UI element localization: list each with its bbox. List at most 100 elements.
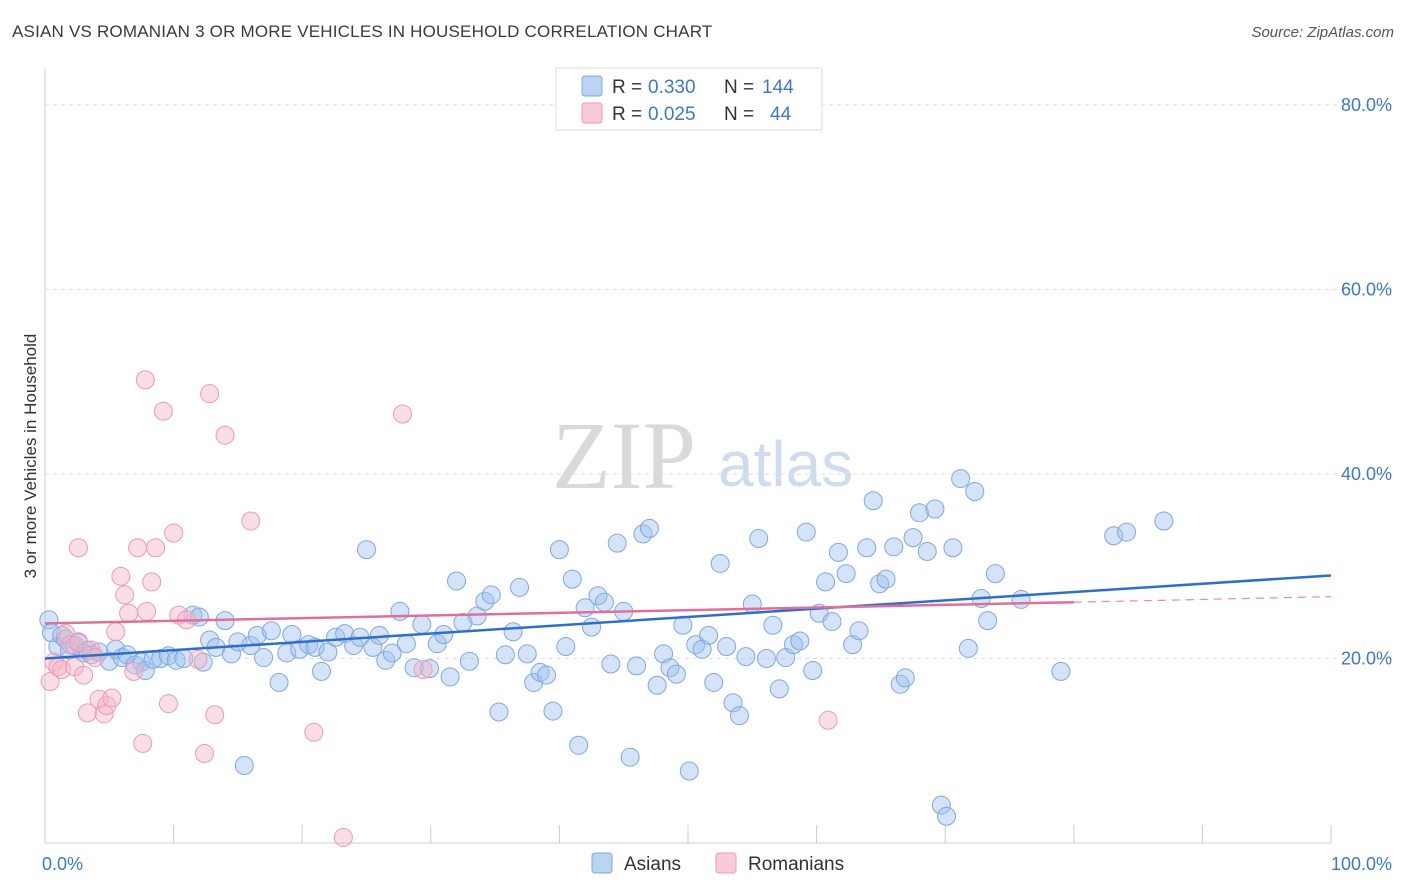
correlation-legend: R = 0.330 N = 144 R = 0.025 N = 44 [555,67,823,131]
asian-point-129 [890,674,910,694]
legend-n-value-asians: 144 [762,77,794,98]
romanian-point-19 [119,603,139,623]
asian-point-91 [639,518,659,538]
asian-point-22 [166,650,186,670]
asian-point-121 [836,564,856,584]
trend-line-romanians [44,600,1074,625]
asian-point-100 [699,625,719,645]
romanian-point-23 [137,601,157,621]
asian-point-102 [710,553,730,573]
asian-point-130 [895,668,915,688]
asian-point-64 [459,651,479,671]
asian-point-43 [311,661,331,681]
asian-point-96 [673,615,693,635]
asian-point-12 [99,651,119,671]
asian-point-78 [556,636,576,656]
watermark-zip: ZIP [552,402,696,509]
asian-point-109 [756,648,776,668]
asian-point-134 [925,499,945,519]
asian-point-107 [742,594,762,614]
asian-point-54 [390,601,410,621]
asian-point-30 [221,644,241,664]
asian-point-119 [822,612,842,632]
asian-point-58 [420,659,440,679]
asian-point-118 [816,572,836,592]
romanian-point-0 [40,672,60,692]
asian-point-93 [654,644,674,664]
legend-swatch-asians [581,75,603,97]
romanian-point-28 [158,694,178,714]
asian-point-67 [481,585,501,605]
legend-n-label-romanians: N = [724,104,754,125]
asian-point-85 [601,654,621,674]
asian-point-138 [951,469,971,489]
romanian-point-22 [133,733,153,753]
legend-r-label-asians: R = [612,77,642,98]
asian-point-59 [427,634,447,654]
asian-point-142 [978,611,998,631]
asian-point-110 [763,615,783,635]
asian-point-97 [679,761,699,781]
romanian-point-38 [304,722,324,742]
asian-point-113 [783,635,803,655]
y-tick-label-3: 80.0% [1341,95,1392,115]
romanian-point-8 [74,665,94,685]
asian-point-57 [412,614,432,634]
romanian-point-26 [135,370,155,390]
romanian-point-20 [124,661,144,681]
asian-point-44 [318,642,338,662]
romanian-point-9 [77,703,97,723]
romanian-point-4 [56,624,76,644]
asian-point-145 [1051,661,1071,681]
legend-n-value-romanians: 44 [770,104,792,125]
asian-point-143 [985,564,1005,584]
x-tick-label-1: 100.0% [1331,854,1392,874]
asian-point-62 [447,571,467,591]
asian-point-61 [440,667,460,687]
asian-point-124 [857,538,877,558]
asian-point-132 [909,503,929,523]
legend-label-asians: Asians [624,854,681,875]
romanian-point-5 [61,635,81,655]
romanian-point-17 [111,566,131,586]
asian-point-103 [717,636,737,656]
asian-point-84 [594,592,614,612]
legend-r-label-romanians: R = [612,104,642,125]
trend-line-asians [44,574,1332,660]
asian-point-72 [517,644,537,664]
y-tick-label-0: 20.0% [1341,648,1392,668]
chart-title: ASIAN VS ROMANIAN 3 OR MORE VEHICLES IN … [12,22,713,41]
asian-point-147 [1117,522,1137,542]
romanian-point-35 [205,705,225,725]
y-tick-label-2: 60.0% [1341,279,1392,299]
asian-point-37 [269,672,289,692]
legend-swatch-asians-bottom [591,852,613,874]
asian-point-80 [569,735,589,755]
legend-swatch-romanians-bottom [715,852,737,874]
romanian-point-32 [188,649,208,669]
asian-point-75 [537,665,557,685]
asian-point-136 [936,806,956,826]
romanian-point-37 [241,511,261,531]
watermark: ZIP atlas [552,402,853,509]
romanian-point-40 [393,404,413,424]
asian-point-127 [876,569,896,589]
series-legend: Asians Romanians [591,852,844,875]
romanian-point-24 [142,572,162,592]
romanian-point-29 [164,523,184,543]
y-tick-labels: 20.0% 40.0% 60.0% 80.0% [1341,95,1392,669]
asian-point-105 [729,706,749,726]
legend-r-value-romanians: 0.025 [648,104,696,125]
asian-point-35 [254,648,274,668]
romanian-point-16 [106,622,126,642]
x-tick-labels: 0.0% 100.0% [42,854,1392,874]
asian-point-65 [467,606,487,626]
asian-point-77 [549,540,569,560]
asian-point-36 [261,621,281,641]
romanian-point-33 [194,744,214,764]
asian-point-20 [151,648,171,668]
asian-point-116 [803,660,823,680]
asian-point-82 [582,617,602,637]
romanian-point-42 [818,710,838,730]
asian-point-95 [666,664,686,684]
